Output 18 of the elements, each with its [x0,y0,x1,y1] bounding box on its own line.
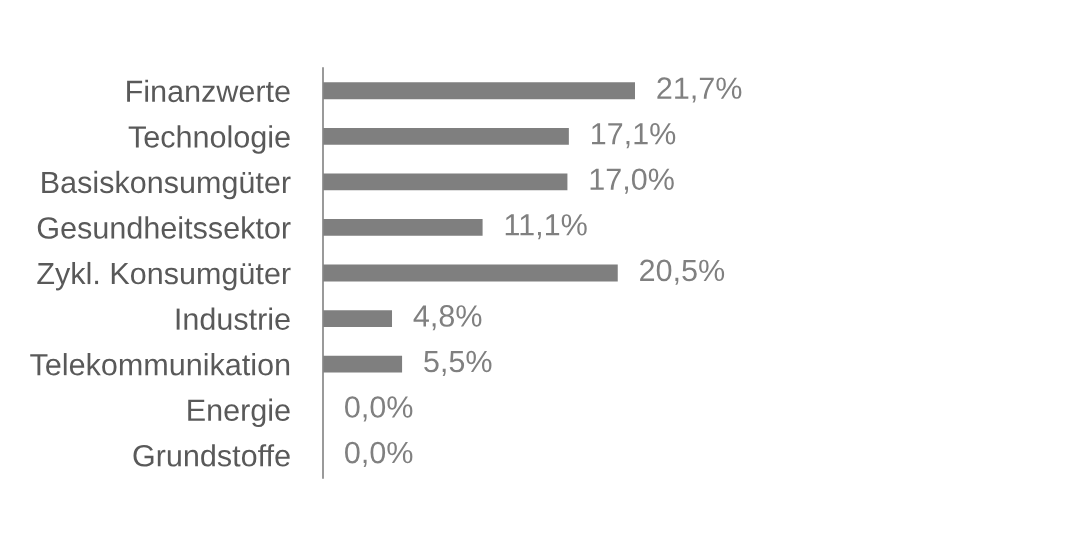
y-tick-label: Gesundheitssektor [37,216,291,239]
data-label: 0,0% [345,441,413,468]
y-tick-label: Industrie [176,307,290,330]
y-tick-label: Technologie [128,125,290,154]
data-label: 11,1% [505,214,587,240]
data-label: 21,7% [657,77,742,103]
y-tick-label: Basiskonsumgüter [42,170,291,200]
data-label: 4,8% [413,305,482,331]
y-tick-label: Grundstoffe [133,444,290,467]
data-label: 17,1% [592,123,676,149]
data-label: 20,5% [640,259,725,285]
y-tick-label: Telekommunikation [30,353,290,376]
data-label: 0,0% [345,396,413,422]
y-tick-label: Zykl. Konsumgüter [37,261,291,291]
y-tick-label: Finanzwerte [127,79,290,103]
y-tick-label: Energie [188,398,290,428]
data-label: 17,0% [590,168,674,194]
data-label: 5,5% [424,350,492,376]
